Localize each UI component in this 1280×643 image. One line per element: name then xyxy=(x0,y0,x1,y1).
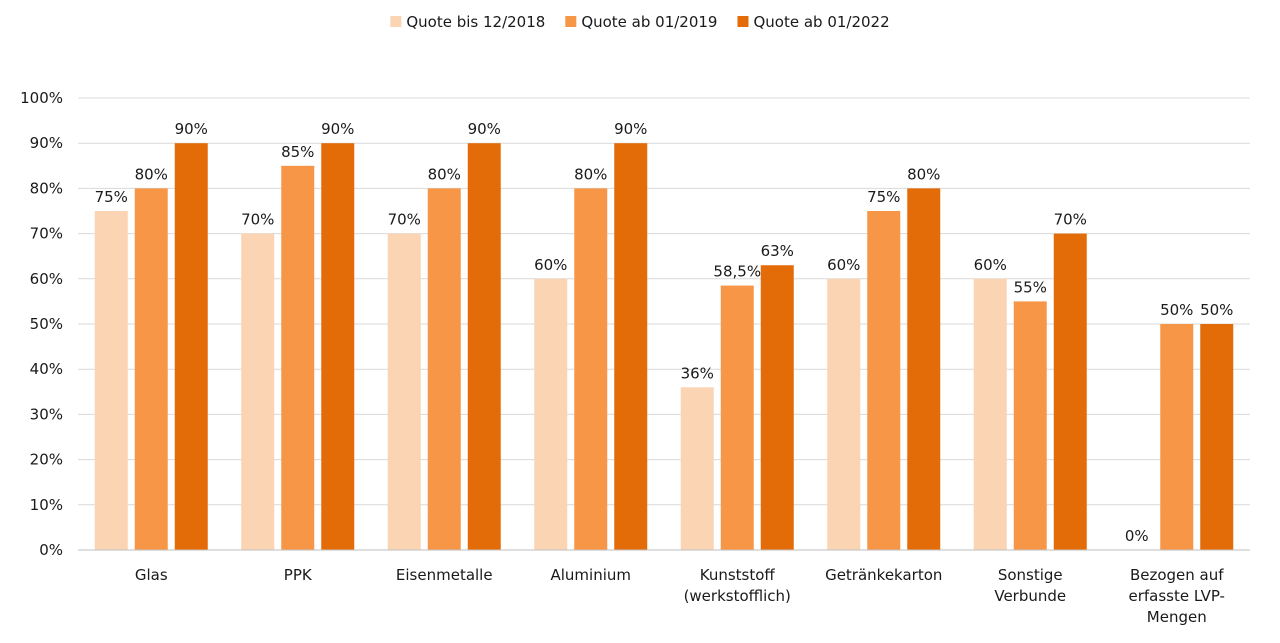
legend-label: Quote bis 12/2018 xyxy=(406,13,545,31)
bar xyxy=(281,165,315,551)
y-tick-label: 30% xyxy=(30,405,63,423)
legend-label: Quote ab 01/2022 xyxy=(753,13,889,31)
bar xyxy=(1200,324,1234,550)
bar xyxy=(534,278,568,550)
data-label: 70% xyxy=(1054,211,1087,229)
bar xyxy=(387,233,421,550)
bar xyxy=(867,211,901,550)
bar xyxy=(574,188,608,550)
x-tick-label: Getränkekarton xyxy=(825,566,942,584)
x-tick-label: Sonstige Verbunde xyxy=(994,566,1066,605)
bar xyxy=(94,211,128,550)
data-label: 50% xyxy=(1160,301,1193,319)
legend-item: Quote ab 01/2019 xyxy=(565,13,717,31)
x-axis: Glas PPK Eisenmetalle Aluminium Kunststoff (w… xyxy=(78,549,1250,626)
data-label: 50% xyxy=(1200,301,1233,319)
x-tick-label: PPK xyxy=(284,566,313,584)
bar xyxy=(680,387,714,550)
data-label: 90% xyxy=(321,120,354,138)
legend-label: Quote ab 01/2019 xyxy=(581,13,717,31)
data-label: 60% xyxy=(974,256,1007,274)
bars: 75% 80% 90% 70% 85% 90% 70% 80% 90% 60% 80% 90% 36% 5… xyxy=(94,120,1234,551)
y-axis: 0% 10% 20% 30% 40% 50% 60% 70% 80% 90% 100% xyxy=(20,89,63,559)
x-tick-label: Aluminium xyxy=(550,566,631,584)
y-tick-label: 90% xyxy=(30,134,63,152)
legend-item: Quote ab 01/2022 xyxy=(737,13,890,31)
data-label: 36% xyxy=(681,364,714,382)
legend-swatch xyxy=(390,16,402,27)
data-label: 90% xyxy=(614,120,647,138)
data-label: 75% xyxy=(867,188,900,206)
x-tick-label: Glas xyxy=(135,566,168,584)
bar xyxy=(1160,324,1194,550)
bar xyxy=(760,265,794,550)
y-tick-label: 70% xyxy=(30,225,63,243)
bar xyxy=(973,278,1007,550)
x-tick-label: Eisenmetalle xyxy=(396,566,493,584)
y-tick-label: 20% xyxy=(30,451,63,469)
data-label: 0% xyxy=(1125,527,1149,545)
x-tick-label: Kunststoff (werkstofflich) xyxy=(684,566,791,605)
bar xyxy=(720,285,754,550)
bar xyxy=(1013,301,1047,550)
data-label: 80% xyxy=(907,165,940,183)
bar xyxy=(467,143,501,550)
data-label: 55% xyxy=(1014,278,1047,296)
bar xyxy=(1053,233,1087,550)
bar xyxy=(134,188,168,550)
y-tick-label: 80% xyxy=(30,179,63,197)
y-tick-label: 100% xyxy=(20,89,63,107)
data-label: 75% xyxy=(95,188,128,206)
data-label: 80% xyxy=(135,165,168,183)
data-label: 58,5% xyxy=(713,263,761,281)
bar xyxy=(827,278,861,550)
legend-swatch xyxy=(565,16,577,27)
bar xyxy=(614,143,648,550)
x-tick-label: Bezogen auf erfasste LVP-Mengen xyxy=(1129,566,1225,626)
y-tick-label: 0% xyxy=(39,541,63,559)
data-label: 70% xyxy=(241,211,274,229)
data-label: 63% xyxy=(761,242,794,260)
data-label: 70% xyxy=(388,211,421,229)
data-label: 60% xyxy=(534,256,567,274)
data-label: 90% xyxy=(468,120,501,138)
y-tick-label: 10% xyxy=(30,496,63,514)
y-tick-label: 50% xyxy=(30,315,63,333)
bar xyxy=(427,188,461,550)
data-label: 90% xyxy=(175,120,208,138)
bar xyxy=(321,143,355,550)
data-label: 80% xyxy=(428,165,461,183)
data-label: 80% xyxy=(574,165,607,183)
y-tick-label: 60% xyxy=(30,270,63,288)
bar xyxy=(907,188,941,550)
legend: Quote bis 12/2018 Quote ab 01/2019 Quote a… xyxy=(390,13,890,31)
data-label: 60% xyxy=(827,256,860,274)
y-tick-label: 40% xyxy=(30,360,63,378)
bar xyxy=(241,233,275,550)
legend-swatch xyxy=(737,16,749,27)
bar xyxy=(174,143,208,550)
legend-item: Quote bis 12/2018 xyxy=(390,13,545,31)
data-label: 85% xyxy=(281,143,314,161)
